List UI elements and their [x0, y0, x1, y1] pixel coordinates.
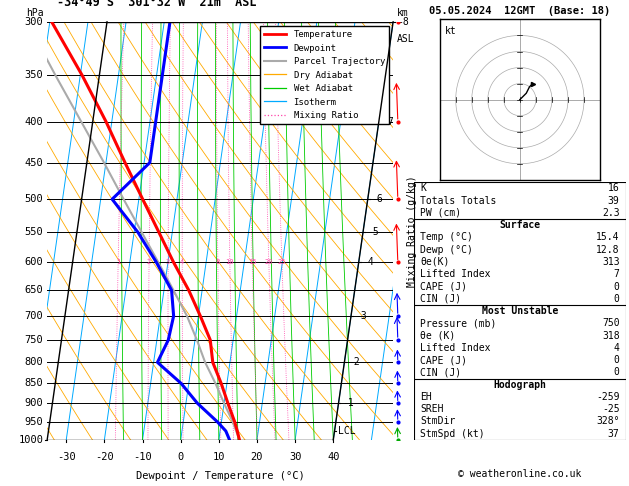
- Text: θe(K): θe(K): [420, 257, 450, 267]
- Text: 950: 950: [25, 417, 43, 427]
- Text: StmDir: StmDir: [420, 417, 455, 426]
- Text: 16: 16: [608, 183, 620, 193]
- Text: 600: 600: [25, 258, 43, 267]
- Text: 4: 4: [180, 260, 184, 265]
- Text: -1: -1: [342, 398, 354, 408]
- Text: Hodograph: Hodograph: [493, 380, 547, 390]
- Text: 450: 450: [25, 157, 43, 168]
- Text: 550: 550: [25, 227, 43, 237]
- Text: K: K: [420, 183, 426, 193]
- Text: -8: -8: [397, 17, 409, 27]
- Text: -7: -7: [382, 117, 394, 127]
- Legend: Temperature, Dewpoint, Parcel Trajectory, Dry Adiabat, Wet Adiabat, Isotherm, Mi: Temperature, Dewpoint, Parcel Trajectory…: [260, 26, 389, 124]
- Text: 400: 400: [25, 117, 43, 127]
- Text: 1: 1: [116, 260, 120, 265]
- Text: 300: 300: [25, 17, 43, 27]
- Text: Surface: Surface: [499, 220, 540, 230]
- Text: 20: 20: [265, 260, 273, 265]
- Text: Pressure (mb): Pressure (mb): [420, 318, 497, 329]
- Text: -6: -6: [372, 194, 383, 204]
- Text: 1000: 1000: [18, 435, 43, 445]
- Text: -10: -10: [133, 452, 152, 462]
- Text: 10: 10: [213, 452, 225, 462]
- Text: 4: 4: [614, 343, 620, 353]
- Text: 37: 37: [608, 429, 620, 439]
- Text: Mixing Ratio (g/kg): Mixing Ratio (g/kg): [407, 175, 417, 287]
- Text: 0: 0: [614, 281, 620, 292]
- Text: 39: 39: [608, 196, 620, 206]
- Text: ASL: ASL: [397, 35, 415, 44]
- Text: 20: 20: [251, 452, 264, 462]
- Text: -20: -20: [95, 452, 114, 462]
- Text: 0: 0: [614, 367, 620, 377]
- Text: 25: 25: [277, 260, 286, 265]
- Text: 750: 750: [602, 318, 620, 329]
- Text: 15.4: 15.4: [596, 232, 620, 243]
- Text: 500: 500: [25, 194, 43, 204]
- Text: 2.3: 2.3: [602, 208, 620, 218]
- Text: 313: 313: [602, 257, 620, 267]
- Text: LCL: LCL: [338, 426, 356, 436]
- Text: 0: 0: [614, 355, 620, 365]
- Text: CAPE (J): CAPE (J): [420, 355, 467, 365]
- Text: -25: -25: [602, 404, 620, 414]
- Text: EH: EH: [420, 392, 432, 402]
- Text: Lifted Index: Lifted Index: [420, 343, 491, 353]
- Text: Dewpoint / Temperature (°C): Dewpoint / Temperature (°C): [136, 471, 304, 481]
- Text: kt: kt: [445, 26, 456, 36]
- Text: -34°49'S  301°32'W  21m  ASL: -34°49'S 301°32'W 21m ASL: [57, 0, 257, 9]
- Text: -3: -3: [355, 311, 367, 321]
- Text: 12.8: 12.8: [596, 245, 620, 255]
- Text: 850: 850: [25, 379, 43, 388]
- Text: 05.05.2024  12GMT  (Base: 18): 05.05.2024 12GMT (Base: 18): [429, 6, 611, 16]
- Text: 40: 40: [327, 452, 340, 462]
- Text: -259: -259: [596, 392, 620, 402]
- Text: 30: 30: [289, 452, 301, 462]
- Text: θe (K): θe (K): [420, 330, 455, 341]
- Text: CAPE (J): CAPE (J): [420, 281, 467, 292]
- Text: 0: 0: [614, 294, 620, 304]
- Text: 0: 0: [177, 452, 184, 462]
- Text: PW (cm): PW (cm): [420, 208, 461, 218]
- Text: 650: 650: [25, 285, 43, 295]
- Text: -30: -30: [57, 452, 75, 462]
- Text: 900: 900: [25, 398, 43, 408]
- Text: Temp (°C): Temp (°C): [420, 232, 473, 243]
- Text: 15: 15: [248, 260, 257, 265]
- Text: 328°: 328°: [596, 417, 620, 426]
- Text: Totals Totals: Totals Totals: [420, 196, 497, 206]
- Text: Most Unstable: Most Unstable: [482, 306, 558, 316]
- Text: 800: 800: [25, 357, 43, 367]
- Text: Lifted Index: Lifted Index: [420, 269, 491, 279]
- Text: 3: 3: [166, 260, 170, 265]
- Text: CIN (J): CIN (J): [420, 294, 461, 304]
- Text: 7: 7: [614, 269, 620, 279]
- Text: -4: -4: [362, 258, 374, 267]
- Text: Dewp (°C): Dewp (°C): [420, 245, 473, 255]
- Text: StmSpd (kt): StmSpd (kt): [420, 429, 485, 439]
- Text: 10: 10: [226, 260, 234, 265]
- Text: 2: 2: [147, 260, 151, 265]
- Text: km: km: [397, 8, 409, 17]
- Text: 350: 350: [25, 70, 43, 80]
- Text: 318: 318: [602, 330, 620, 341]
- Text: -2: -2: [348, 357, 360, 367]
- Text: -5: -5: [367, 227, 379, 237]
- Text: CIN (J): CIN (J): [420, 367, 461, 377]
- Text: 750: 750: [25, 335, 43, 345]
- Text: SREH: SREH: [420, 404, 443, 414]
- Text: 8: 8: [216, 260, 220, 265]
- Text: 700: 700: [25, 311, 43, 321]
- Text: hPa: hPa: [26, 8, 43, 17]
- Text: © weatheronline.co.uk: © weatheronline.co.uk: [458, 469, 582, 479]
